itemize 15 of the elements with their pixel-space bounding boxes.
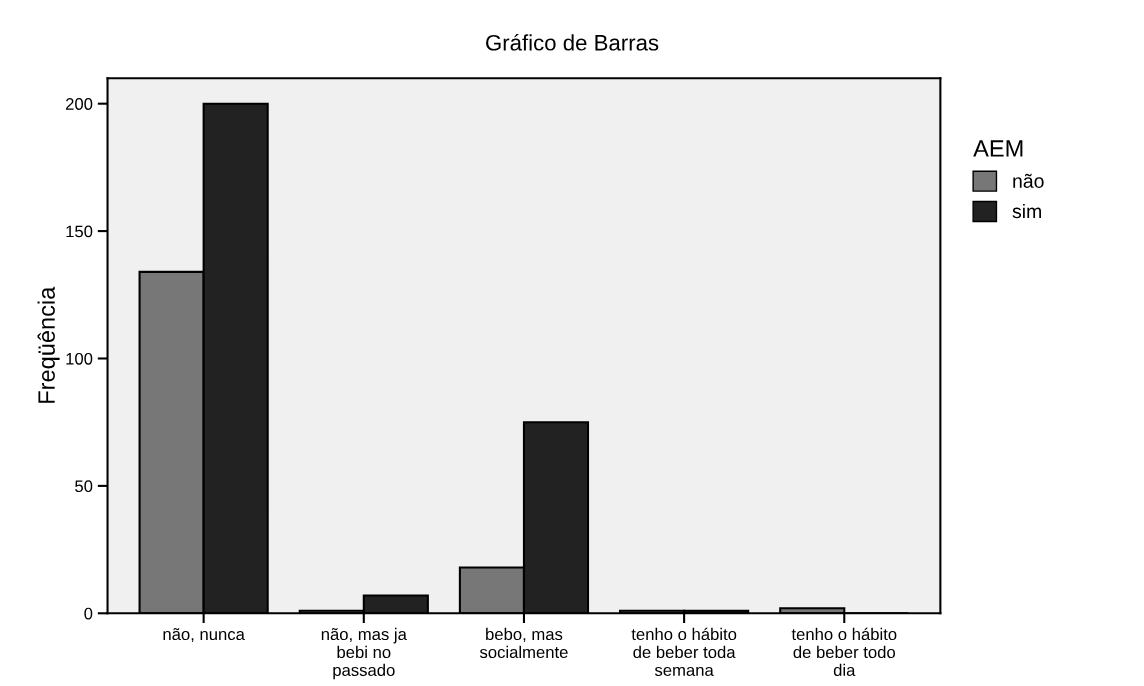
y-axis-title: Freqüência bbox=[37, 286, 60, 403]
y-tick-label: 50 bbox=[75, 480, 93, 493]
legend-label: não bbox=[1013, 173, 1044, 188]
x-tick-label: bebo, mas socialmente bbox=[479, 627, 568, 659]
legend-title: AEM bbox=[973, 140, 1023, 157]
y-tick-label: 150 bbox=[66, 225, 93, 238]
x-tick-label: tenho o hábito de beber toda semana bbox=[631, 627, 737, 677]
x-tick-label: não, nunca bbox=[163, 627, 245, 643]
x-tick-label: não, mas ja bebi no passado bbox=[321, 627, 407, 680]
y-tick-label: 100 bbox=[66, 352, 93, 365]
y-tick-label: 0 bbox=[84, 607, 93, 620]
x-tick-label: tenho o hábito de beber todo dia bbox=[791, 627, 897, 677]
y-tick-label: 200 bbox=[65, 98, 93, 110]
legend-label: sim bbox=[1012, 203, 1041, 219]
chart-title: Gráfico de Barras bbox=[486, 34, 659, 51]
